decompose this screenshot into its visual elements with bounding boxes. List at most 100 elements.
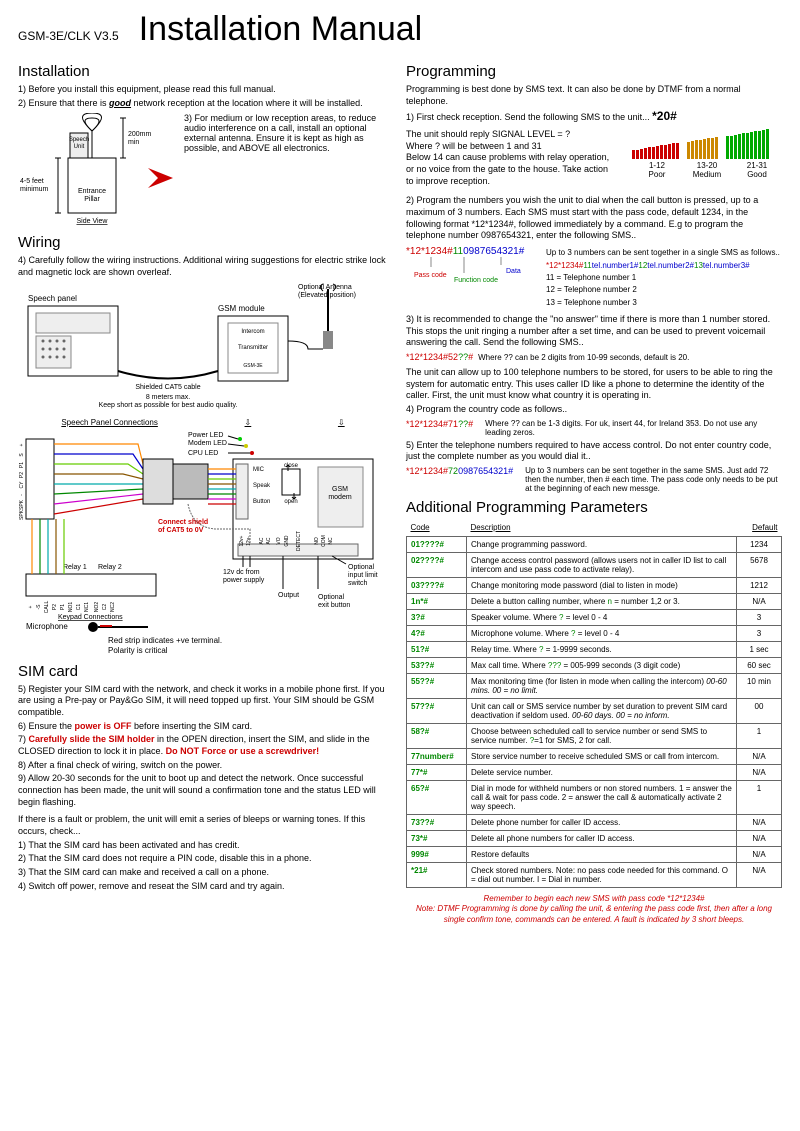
page-title: Installation Manual	[139, 10, 423, 49]
svg-text:S: S	[19, 452, 25, 456]
svg-text:Power LED: Power LED	[188, 432, 223, 439]
svg-text:12v-: 12v-	[246, 536, 252, 546]
svg-text:MIC: MIC	[253, 467, 265, 473]
svg-text:NC1: NC1	[84, 602, 90, 612]
svg-text:Microphone: Microphone	[26, 622, 68, 631]
svg-text:Side View: Side View	[76, 218, 108, 225]
svg-text:Output: Output	[278, 592, 299, 599]
svg-text:NO2: NO2	[94, 601, 100, 612]
svg-text:8 meters max.: 8 meters max.	[146, 394, 190, 401]
svg-text:Speech panel: Speech panel	[28, 294, 77, 303]
red-strip-note: Red strip indicates +ve terminal. Polari…	[108, 636, 388, 657]
svg-text:AC: AC	[259, 537, 265, 544]
svg-text:Button: Button	[253, 499, 270, 505]
svg-text:NC: NC	[328, 537, 334, 545]
svg-text:Optional: Optional	[348, 564, 375, 571]
wiring-top-diagram: Speech panel Intercom Transmitter GSM-3E…	[18, 281, 388, 416]
svg-text:min: min	[128, 139, 139, 146]
svg-text:NO1: NO1	[68, 601, 74, 612]
svg-text:modem: modem	[328, 494, 352, 501]
svg-text:Unit: Unit	[74, 144, 85, 150]
svg-text:200mm: 200mm	[128, 131, 152, 138]
svg-text:Optional Antenna: Optional Antenna	[298, 284, 352, 291]
sim-f1: 1) That the SIM card has been activated …	[18, 840, 388, 852]
signal-bars: 1-12Poor 13-20Medium 21-31Good	[632, 129, 782, 187]
svg-text:SPK: SPK	[19, 509, 25, 520]
svg-text:-S: -S	[36, 604, 42, 610]
svg-text:4-5 feet: 4-5 feet	[20, 178, 44, 185]
sim-fault: If there is a fault or problem, the unit…	[18, 814, 388, 837]
svg-text:of CAT5 to 0V: of CAT5 to 0V	[158, 527, 204, 534]
svg-text:Keypad Connections: Keypad Connections	[58, 614, 123, 621]
sim-heading: SIM card	[18, 663, 388, 680]
svg-text:12v+: 12v+	[239, 535, 245, 546]
svg-text:Relay 2: Relay 2	[98, 564, 122, 571]
svg-text:Modem LED: Modem LED	[188, 440, 227, 447]
svg-text:COM: COM	[321, 535, 327, 547]
svg-text:switch: switch	[348, 580, 368, 587]
spc-label: Speech Panel Connections	[61, 418, 158, 427]
svg-text:NO: NO	[314, 537, 320, 545]
svg-text:Optional: Optional	[318, 594, 345, 601]
svg-text:AC: AC	[266, 537, 272, 544]
sim-f4: 4) Switch off power, remove and reseat t…	[18, 881, 388, 893]
svg-text:Speech: Speech	[69, 137, 89, 143]
prog-2: 2) Program the numbers you wish the unit…	[406, 195, 782, 242]
svg-text:Pillar: Pillar	[84, 196, 100, 203]
svg-text:GSM-3E: GSM-3E	[243, 363, 263, 369]
svg-text:C1: C1	[76, 603, 82, 610]
svg-text:exit button: exit button	[318, 602, 350, 609]
svg-text:GSM: GSM	[332, 486, 348, 493]
svg-text:open: open	[284, 499, 297, 505]
wiring-1: 4) Carefully follow the wiring instructi…	[18, 255, 388, 278]
svg-text:close: close	[284, 463, 299, 469]
svg-text:Shielded CAT5 cable: Shielded CAT5 cable	[135, 384, 200, 391]
svg-text:DETECT: DETECT	[296, 531, 302, 551]
svg-text:P1: P1	[60, 603, 66, 609]
svg-text:P1: P1	[19, 461, 25, 467]
prog-1: 1) First check reception. Send the follo…	[406, 109, 782, 125]
sig-text: The unit should reply SIGNAL LEVEL = ? W…	[406, 129, 616, 187]
svg-text:Pass code: Pass code	[414, 272, 447, 279]
wiring-main-diagram: + S P1 P2 CY - SPK SPK Power LED Modem L…	[18, 429, 388, 634]
svg-text:CPU LED: CPU LED	[188, 450, 218, 457]
svg-text:Function code: Function code	[454, 277, 498, 283]
svg-text:Relay 1: Relay 1	[63, 564, 87, 571]
svg-text:GND: GND	[284, 535, 290, 547]
svg-text:C2: C2	[102, 603, 108, 610]
svg-text:Intercom: Intercom	[241, 329, 264, 335]
svg-text:power supply: power supply	[223, 577, 265, 584]
sim-6: 6) Ensure the power is OFF before insert…	[18, 721, 388, 733]
prog-intro: Programming is best done by SMS text. It…	[406, 84, 782, 107]
svg-text:P2: P2	[19, 471, 25, 477]
sim-f2: 2) That the SIM card does not require a …	[18, 853, 388, 865]
svg-text:12v dc from: 12v dc from	[223, 569, 260, 576]
svg-text:Speak: Speak	[253, 483, 271, 489]
wiring-heading: Wiring	[18, 234, 388, 251]
svg-text:+: +	[19, 443, 25, 446]
svg-text:SPK: SPK	[19, 499, 25, 510]
svg-text:CY: CY	[19, 481, 25, 489]
svg-text:minimum: minimum	[20, 186, 49, 193]
svg-text:Connect shield: Connect shield	[158, 519, 208, 526]
svg-text:NC2: NC2	[110, 602, 116, 612]
install-heading: Installation	[18, 63, 388, 80]
svg-text:+: +	[28, 605, 34, 608]
prog-3: 3) It is recommended to change the "no a…	[406, 314, 782, 349]
svg-text:CALL: CALL	[44, 600, 50, 613]
install-2: 2) Ensure that there is good network rec…	[18, 98, 388, 110]
svg-text:input limit: input limit	[348, 572, 378, 579]
install-1: 1) Before you install this equipment, pl…	[18, 84, 388, 96]
install-3: 3) For medium or low reception areas, to…	[184, 113, 388, 153]
svg-text:Data: Data	[506, 268, 521, 275]
sim-f3: 3) That the SIM card can make and receiv…	[18, 867, 388, 879]
prog-heading: Programming	[406, 63, 782, 80]
svg-text:GSM module: GSM module	[218, 304, 265, 313]
svg-text:Transmitter: Transmitter	[238, 345, 268, 351]
sim-7: 7) Carefully slide the SIM holder in the…	[18, 734, 388, 757]
prog-4: 4) Program the country code as follows..	[406, 404, 782, 416]
svg-text:-: -	[19, 494, 25, 496]
model: GSM-3E/CLK V3.5	[18, 29, 119, 43]
prog-5: 5) Enter the telephone numbers required …	[406, 440, 782, 463]
params-heading: Additional Programming Parameters	[406, 499, 782, 516]
